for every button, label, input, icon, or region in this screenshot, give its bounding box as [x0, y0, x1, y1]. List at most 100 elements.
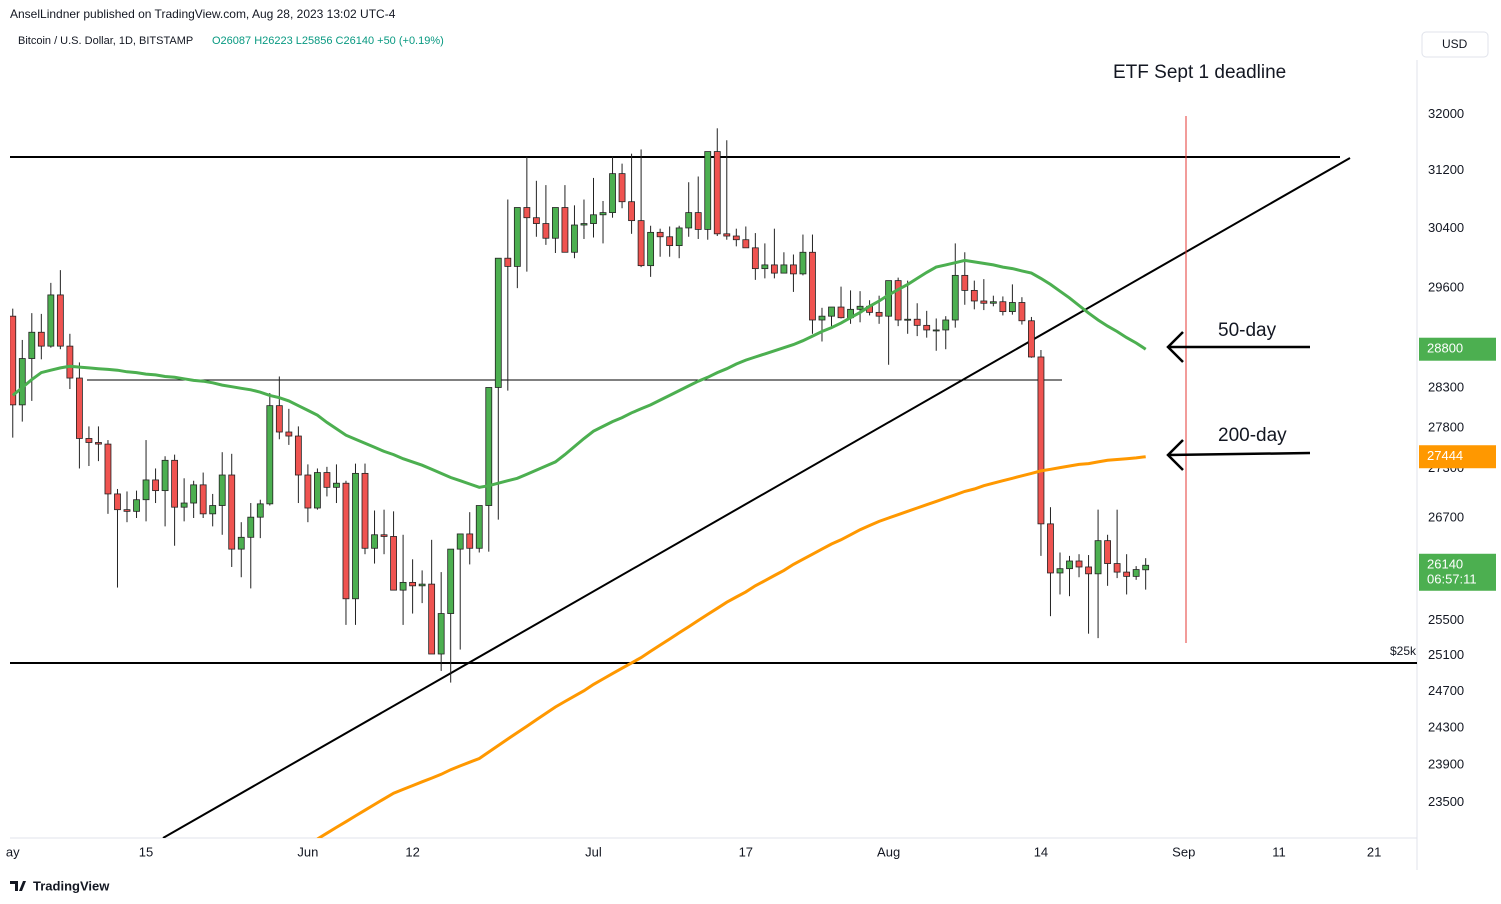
price-label-box: [1419, 337, 1496, 361]
logo-icon: [10, 881, 26, 891]
ohlc-values: O26087 H26223 L25856 C26140 +50 (+0.19%): [212, 35, 444, 47]
candle-body: [942, 319, 950, 331]
x-tick-label: Sep: [1172, 844, 1195, 859]
price-label-box: [1419, 445, 1496, 469]
candle-body: [361, 472, 369, 549]
currency[interactable]: USD: [1442, 37, 1468, 51]
candle-body: [56, 294, 64, 347]
candle-body: [333, 482, 340, 488]
y-tick-label: 26700: [1428, 509, 1464, 524]
x-tick-label: 11: [1272, 844, 1286, 859]
candle-body: [542, 223, 550, 239]
candle-body: [494, 257, 502, 388]
candle-body: [1123, 571, 1131, 577]
candle-body: [809, 251, 816, 321]
candle-body: [342, 482, 350, 600]
candle-body: [704, 151, 712, 230]
candle-body: [1132, 569, 1140, 577]
candle-body: [780, 264, 788, 274]
candle-body: [685, 212, 693, 229]
price-label: 27444: [1427, 448, 1463, 463]
candle-body: [142, 479, 150, 501]
candle-body: [1047, 523, 1054, 574]
candle-body: [18, 358, 26, 406]
candle-body: [1085, 566, 1092, 575]
candle-body: [152, 479, 159, 492]
candle-body: [961, 274, 969, 291]
candle-body: [323, 472, 331, 488]
candle-body: [1113, 563, 1121, 573]
x-tick-label: 17: [739, 844, 753, 859]
trend-line: [162, 157, 1351, 838]
candle-body: [285, 431, 293, 437]
candle-body: [770, 264, 778, 274]
x-tick-label: 21: [1367, 844, 1381, 859]
candle-body: [647, 231, 655, 267]
candle-body: [10, 315, 17, 406]
candle-body: [599, 212, 607, 216]
candle-body: [380, 534, 388, 537]
candle-body: [314, 472, 321, 509]
currency-button[interactable]: [1421, 31, 1489, 58]
candle-body: [666, 236, 674, 247]
candle-body: [418, 583, 426, 587]
candle-body: [247, 516, 255, 538]
candle-body: [352, 472, 359, 600]
candle-body: [304, 474, 312, 509]
candle-body: [618, 173, 626, 203]
y-tick-label: 30400: [1428, 220, 1464, 235]
candle-body: [437, 613, 445, 655]
candle-body: [675, 227, 683, 247]
candle-body: [1142, 564, 1150, 571]
candle-body: [523, 207, 531, 219]
price-label: 28800: [1427, 341, 1463, 356]
candle-body: [1094, 540, 1102, 575]
candle-body: [190, 484, 198, 504]
candle-body: [409, 581, 417, 587]
candle-body: [513, 207, 521, 267]
candle-body: [256, 503, 264, 518]
x-tick-label: Jul: [585, 844, 602, 859]
candle-body: [209, 505, 217, 515]
candle-body: [294, 435, 302, 476]
candle-body: [47, 294, 55, 347]
candle-body: [875, 311, 883, 317]
candle-body: [428, 583, 436, 655]
candle-body: [171, 459, 179, 508]
candle-body: [485, 387, 493, 506]
candle-body: [932, 329, 940, 332]
candle-body: [580, 223, 588, 226]
candle-body: [723, 233, 731, 237]
price-label-box: [1419, 553, 1496, 591]
candle-body: [856, 305, 864, 310]
x-tick-label: 14: [1034, 844, 1048, 859]
candle-body: [980, 300, 988, 304]
annotation: ETF Sept 1 deadline: [1113, 62, 1286, 83]
moving-average: [11, 258, 1147, 489]
candle-body: [894, 280, 902, 321]
candle-body: [475, 505, 483, 549]
moving-average: [316, 455, 1146, 838]
candle-body: [713, 151, 721, 235]
candle-body: [999, 301, 1007, 313]
publisher: AnselLindner published on TradingView.co…: [10, 7, 396, 21]
y-tick-label: 27800: [1428, 419, 1464, 434]
y-tick-label: 25500: [1428, 612, 1464, 627]
candle-body: [1056, 568, 1064, 574]
y-tick-label: 23900: [1428, 756, 1464, 771]
candle-body: [561, 207, 569, 253]
candle-body: [532, 217, 540, 224]
candle-body: [552, 207, 559, 239]
candle-body: [104, 443, 112, 495]
candle-body: [66, 345, 74, 379]
x-tick-label: 15: [139, 844, 153, 859]
candle-body: [85, 438, 93, 443]
price-label: 26140: [1427, 557, 1463, 572]
candle-body: [970, 289, 978, 302]
symbol: Bitcoin / U.S. Dollar, 1D, BITSTAMP: [18, 35, 193, 47]
candle-body: [447, 548, 455, 614]
candle-body: [504, 257, 512, 267]
